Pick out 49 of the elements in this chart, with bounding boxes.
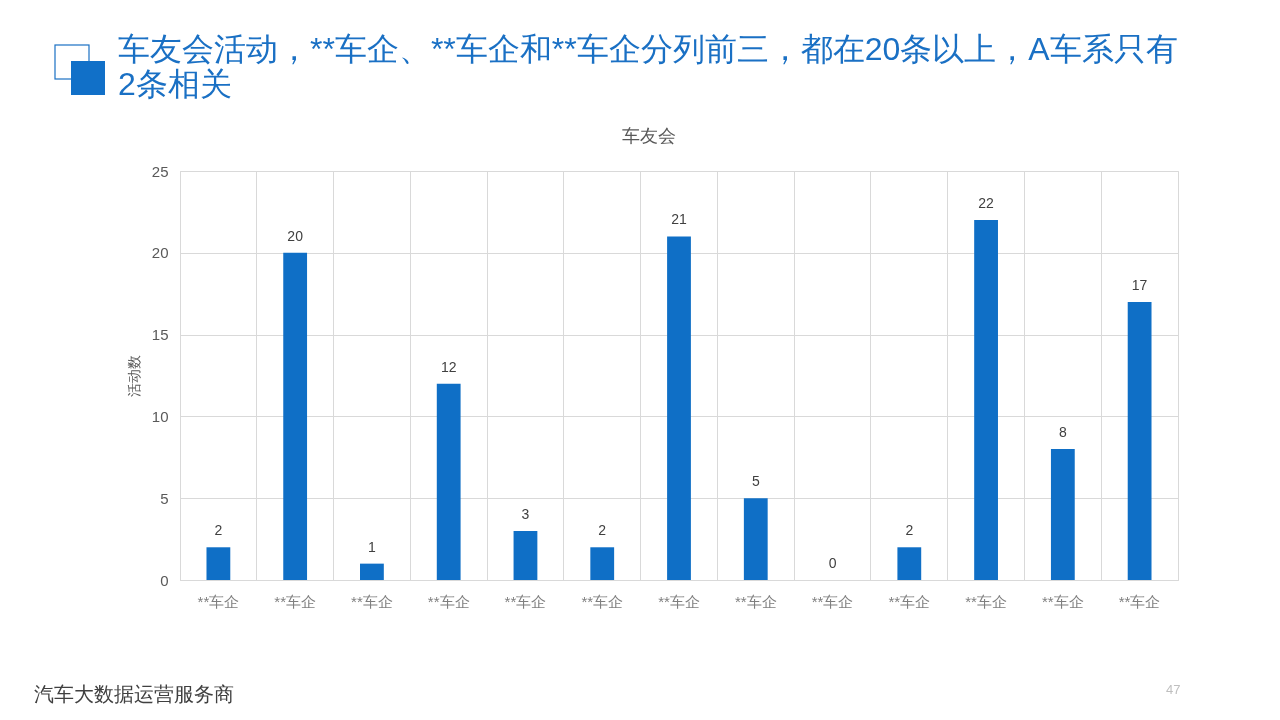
x-tick-label: **车企 — [504, 592, 547, 610]
x-tick-label: **车企 — [581, 592, 624, 610]
text: 汽车大数据运营服务商 — [34, 682, 234, 707]
data-label: 8 — [1058, 424, 1067, 441]
chart-title: 车友会活动，**车企、**车企和**车企分列前三，都在20条以上，A车系只有2条相关 — [118, 31, 1179, 102]
bar — [1050, 449, 1075, 580]
chart-subtitle: 车友会 — [622, 126, 676, 146]
data-label: 3 — [521, 505, 530, 522]
x-tick-label: **车企 — [1042, 592, 1084, 610]
data-label: 2 — [598, 522, 607, 539]
y-tick-label: 20 — [151, 244, 169, 262]
y-tick-label: 10 — [151, 407, 169, 425]
data-label: 0 — [828, 555, 837, 571]
y-tick-label: 25 — [151, 162, 169, 180]
y-tick-label: 15 — [151, 326, 169, 344]
x-tick-label: **车企 — [811, 592, 854, 610]
x-tick-label: **车企 — [427, 592, 470, 610]
data-label: 17 — [1131, 276, 1148, 293]
bar — [206, 547, 231, 580]
x-tick-label: **车企 — [965, 592, 1007, 610]
bar — [897, 547, 922, 580]
y-axis-title: 活动数 — [125, 355, 142, 397]
bar — [1127, 301, 1152, 580]
bar — [743, 498, 768, 580]
bar — [513, 530, 538, 580]
x-tick-label: **车企 — [351, 592, 393, 610]
x-tick-label: **车企 — [197, 592, 240, 610]
x-tick-label: **车企 — [734, 592, 777, 610]
x-tick-label: **车企 — [1118, 592, 1161, 610]
x-tick-label: **车企 — [274, 592, 316, 610]
bar — [436, 383, 461, 580]
data-label: 2 — [214, 522, 223, 539]
y-tick-label: 5 — [160, 489, 169, 507]
data-label: 22 — [978, 195, 995, 212]
y-tick-label: 0 — [160, 571, 169, 589]
data-label: 20 — [287, 227, 304, 244]
x-tick-label: **车企 — [888, 592, 931, 610]
text: 47 — [1166, 682, 1181, 697]
data-label: 2 — [905, 522, 914, 539]
bar — [283, 252, 308, 580]
data-label: 12 — [440, 358, 457, 375]
bar — [590, 547, 615, 580]
data-label: 5 — [751, 473, 760, 490]
bar — [974, 220, 998, 580]
data-label: 21 — [671, 211, 687, 228]
x-tick-label: **车企 — [658, 592, 700, 610]
bar — [667, 236, 691, 580]
bar — [360, 563, 384, 580]
data-label: 1 — [368, 538, 377, 555]
